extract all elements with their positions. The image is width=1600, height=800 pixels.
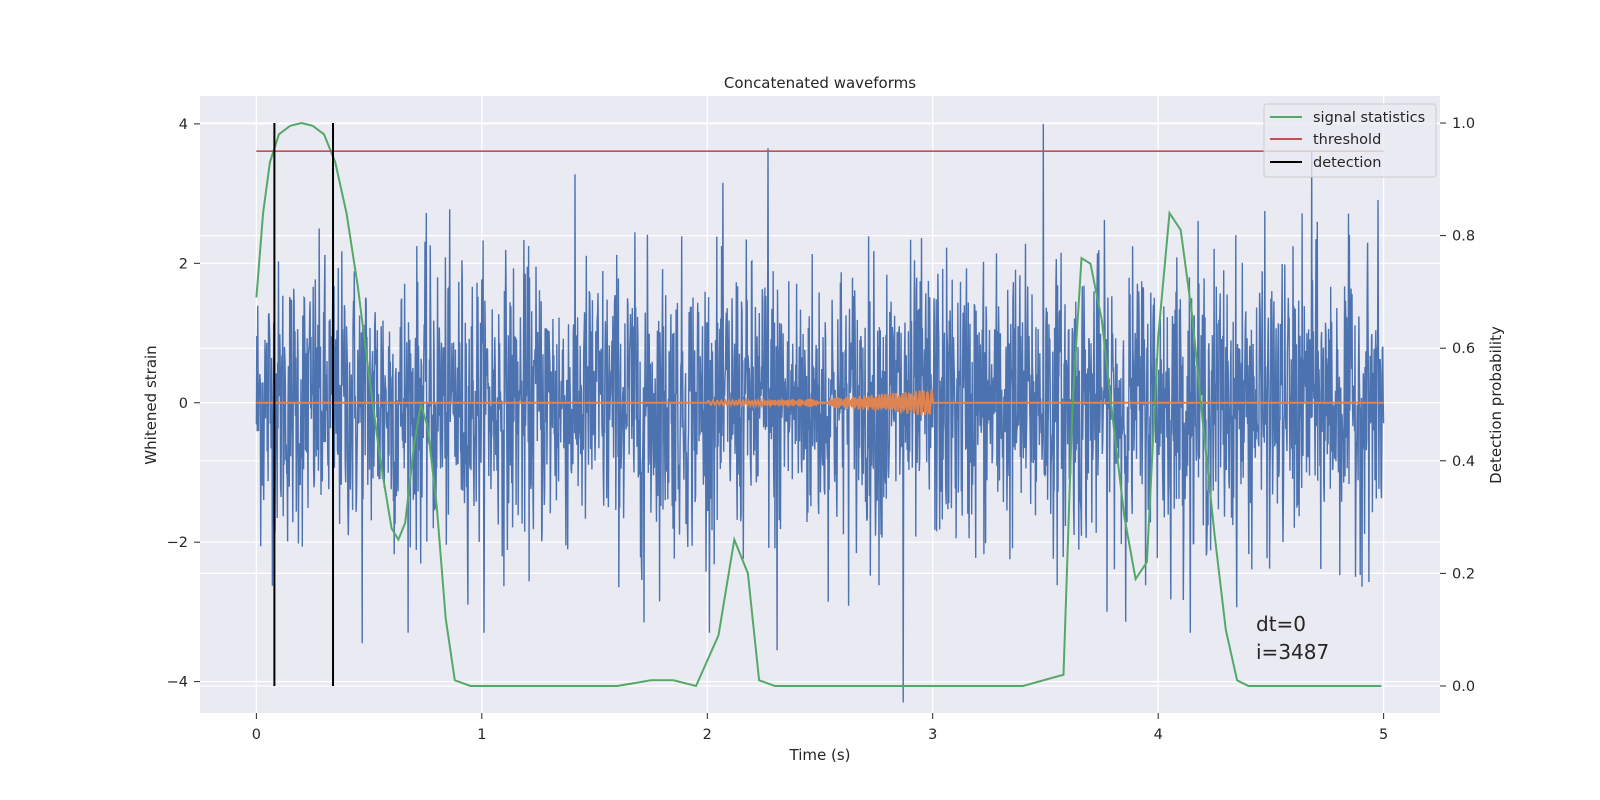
y-right-tick-label-2: 0.6	[1452, 341, 1475, 357]
legend: signal statistics threshold detection	[1263, 103, 1437, 178]
y-tick-label-0: 4	[179, 117, 188, 133]
y-axis-right-label: Detection probability	[1487, 326, 1505, 484]
legend-label-detection: detection	[1313, 155, 1381, 171]
y-axis-label: Whitened strain	[142, 345, 160, 464]
y-right-tick-label-1: 0.8	[1452, 229, 1475, 245]
strain-line	[255, 123, 1385, 703]
axis-ticks: 0 1 2 3 4 5 4 2 0 −2 −4 1.0 0.8 0.6 0.4 0.2 0.0	[167, 116, 1475, 743]
y-right-tick-label-3: 0.4	[1452, 454, 1475, 470]
legend-label-signal-statistics: signal statistics	[1313, 110, 1425, 126]
x-tick-label-2: 2	[703, 727, 712, 743]
chart-title: Concatenated waveforms	[724, 74, 916, 92]
x-axis-label: Time (s)	[789, 746, 851, 764]
signal-statistics-line	[255, 121, 1382, 688]
x-tick-label-1: 1	[477, 727, 486, 743]
y-tick-label-2: 0	[179, 396, 188, 412]
y-tick-label-4: −4	[167, 675, 188, 691]
annotation: dt=0 i=3487	[1256, 612, 1329, 664]
annotation-line-2: i=3487	[1256, 640, 1329, 664]
y-right-tick-label-5: 0.0	[1452, 679, 1475, 695]
legend-box	[1263, 103, 1437, 178]
x-tick-label-3: 3	[928, 727, 937, 743]
legend-label-threshold: threshold	[1313, 132, 1381, 148]
y-tick-label-3: −2	[167, 535, 188, 551]
y-right-tick-label-4: 0.2	[1452, 566, 1475, 582]
series-template	[256, 389, 1384, 416]
annotation-line-1: dt=0	[1256, 612, 1306, 636]
x-tick-label-5: 5	[1379, 727, 1388, 743]
y-right-tick-label-0: 1.0	[1452, 116, 1475, 132]
series-strain	[255, 123, 1385, 703]
y-tick-label-1: 2	[179, 256, 188, 272]
series-signal-statistics	[255, 121, 1382, 688]
x-tick-label-0: 0	[252, 727, 261, 743]
template-line	[256, 389, 1384, 416]
series-detection	[273, 123, 335, 686]
x-tick-label-4: 4	[1154, 727, 1163, 743]
